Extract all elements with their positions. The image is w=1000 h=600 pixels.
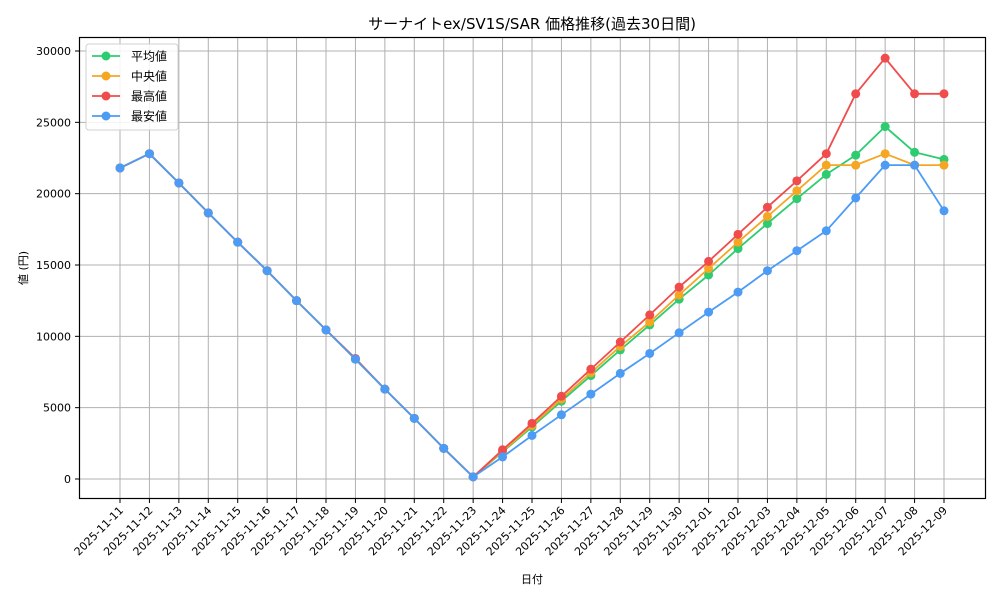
data-point-marker — [910, 89, 920, 99]
data-point-marker — [762, 211, 772, 221]
data-point-marker — [939, 89, 949, 99]
data-point-marker — [821, 160, 831, 170]
data-point-marker — [733, 237, 743, 247]
legend-marker — [101, 51, 111, 61]
data-point-marker — [615, 337, 625, 347]
data-point-marker — [762, 266, 772, 276]
legend-marker — [101, 111, 111, 121]
legend-label: 最安値 — [131, 109, 167, 124]
legend-label: 平均値 — [131, 49, 167, 64]
data-point-marker — [586, 364, 596, 374]
data-point-marker — [851, 160, 861, 170]
data-point-marker — [762, 202, 772, 212]
legend-label: 最高値 — [131, 89, 167, 104]
data-point-marker — [468, 472, 478, 482]
data-point-marker — [409, 413, 419, 423]
legend-marker — [101, 71, 111, 81]
data-point-marker — [615, 368, 625, 378]
data-point-marker — [880, 149, 890, 159]
data-point-marker — [821, 226, 831, 236]
y-tick-label: 25000 — [36, 116, 71, 129]
data-point-marker — [556, 410, 566, 420]
data-point-marker — [880, 122, 890, 132]
y-tick-label: 0 — [64, 473, 71, 486]
y-tick-label: 30000 — [36, 45, 71, 58]
data-point-marker — [203, 208, 213, 218]
y-tick-label: 15000 — [36, 259, 71, 272]
data-point-marker — [586, 389, 596, 399]
data-point-marker — [292, 296, 302, 306]
data-point-marker — [262, 266, 272, 276]
data-point-marker — [321, 325, 331, 335]
data-point-marker — [821, 169, 831, 179]
data-point-marker — [498, 445, 508, 455]
data-point-marker — [233, 237, 243, 247]
data-point-marker — [939, 206, 949, 216]
data-point-marker — [792, 176, 802, 186]
data-point-marker — [556, 391, 566, 401]
legend-label: 中央値 — [131, 69, 167, 84]
data-point-marker — [704, 307, 714, 317]
data-point-marker — [144, 149, 154, 159]
data-point-marker — [645, 317, 655, 327]
data-point-marker — [792, 186, 802, 196]
data-point-marker — [498, 452, 508, 462]
data-point-marker — [674, 290, 684, 300]
y-axis-ticks: 0 5000 10000 15000 20000 25000 30000 — [36, 45, 80, 486]
data-point-marker — [762, 219, 772, 229]
data-point-marker — [733, 229, 743, 239]
data-point-marker — [115, 163, 125, 173]
data-point-marker — [733, 244, 743, 254]
data-point-marker — [880, 160, 890, 170]
data-point-marker — [674, 282, 684, 292]
data-point-marker — [792, 194, 802, 204]
legend-box — [85, 43, 179, 131]
data-point-marker — [939, 160, 949, 170]
series-layer — [115, 53, 949, 482]
data-point-marker — [704, 256, 714, 266]
data-point-marker — [704, 264, 714, 274]
data-point-marker — [527, 418, 537, 428]
data-point-marker — [851, 89, 861, 99]
data-point-marker — [380, 384, 390, 394]
series-3 — [115, 149, 949, 482]
data-point-marker — [350, 354, 360, 364]
data-point-marker — [851, 193, 861, 203]
data-point-marker — [733, 287, 743, 297]
data-point-marker — [851, 150, 861, 160]
data-point-marker — [910, 160, 920, 170]
data-point-marker — [645, 310, 655, 320]
data-point-marker — [174, 178, 184, 188]
y-axis-label: 値 (円) — [17, 251, 30, 285]
data-point-marker — [674, 328, 684, 338]
data-point-marker — [645, 348, 655, 358]
data-point-marker — [880, 53, 890, 63]
legend-marker — [101, 91, 111, 101]
x-axis-label: 日付 — [521, 573, 543, 586]
data-point-marker — [792, 246, 802, 256]
data-point-marker — [821, 149, 831, 159]
chart-title: サーナイトex/SV1S/SAR 価格推移(過去30日間) — [368, 15, 696, 33]
data-point-marker — [910, 147, 920, 157]
data-point-marker — [704, 270, 714, 280]
y-tick-label: 20000 — [36, 188, 71, 201]
y-tick-label: 10000 — [36, 330, 71, 343]
data-point-marker — [439, 443, 449, 453]
data-point-marker — [527, 430, 537, 440]
y-tick-label: 5000 — [43, 402, 71, 415]
